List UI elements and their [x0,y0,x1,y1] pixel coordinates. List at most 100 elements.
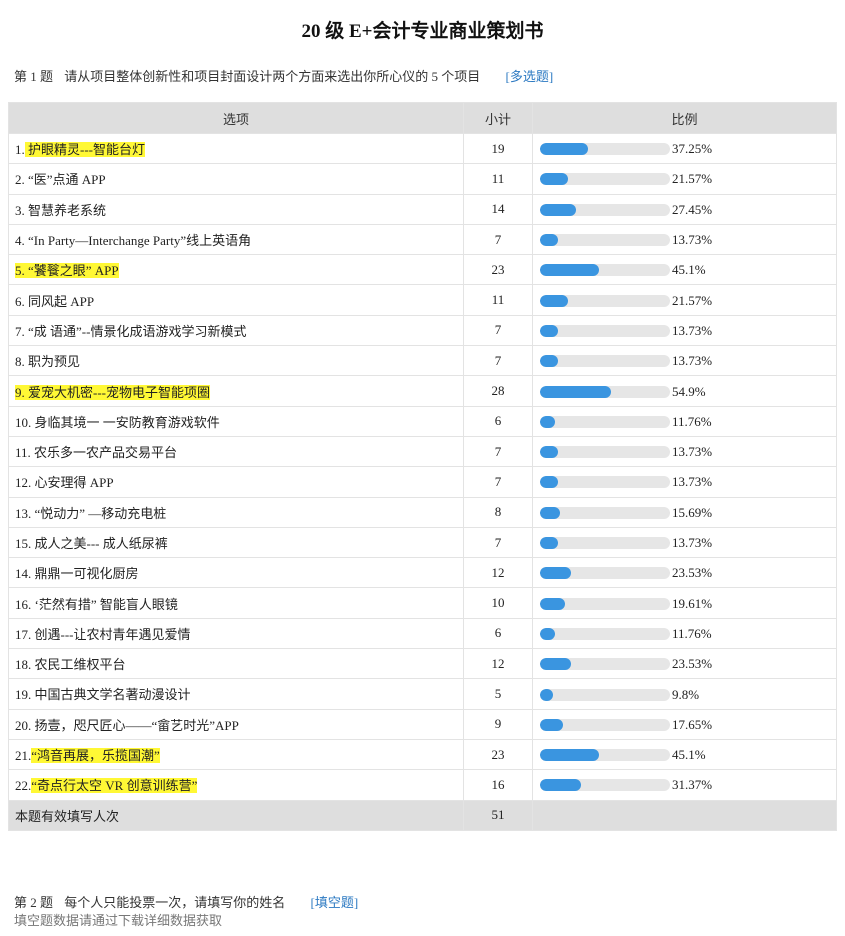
count-cell: 23 [463,738,533,771]
ratio-percent: 37.25% [672,141,713,157]
question-text: 每个人只能投票一次，请填写你的姓名 [64,895,286,910]
ratio-bar-fill [540,749,599,762]
option-cell: 11. 农乐多一农产品交易平台 [8,435,464,468]
ratio-percent: 13.73% [672,444,713,460]
ratio-cell: 9.8% [532,678,837,710]
table-row: 5. “饕餮之眼” APP 23 45.1% [8,254,837,286]
ratio-cell: 11.76% [532,617,837,650]
table-row: 13. “悦动力” —移动充电桩 8 15.69% [8,496,837,528]
table-row: 7. “成 语通”--情景化成语游戏学习新模式 7 13.73% [8,314,837,347]
ratio-bar [540,537,670,550]
ratio-bar [540,688,670,701]
ratio-cell: 23.53% [532,648,837,680]
option-cell: 22.“奇点行太空 VR 创意训练营” [8,769,464,801]
page-title: 20 级 E+会计专业商业策划书 [301,21,544,42]
ratio-cell: 21.57% [532,284,837,316]
ratio-cell: 54.9% [532,375,837,407]
table-row: 15. 成人之美--- 成人纸尿裤 7 13.73% [8,526,837,559]
ratio-cell: 13.73% [532,466,837,498]
ratio-percent: 19.61% [672,595,713,611]
table-row: 4. “In Party—Interchange Party”线上英语角 7 13.… [8,223,837,256]
ratio-cell: 27.45% [532,193,837,225]
count-cell: 14 [463,193,533,225]
table-row: 3. 智慧养老系统 14 27.45% [8,193,837,225]
count-cell: 9 [463,708,533,740]
option-label: 护眼精灵---智能台灯 [24,142,145,158]
option-label: 14. 鼎鼎一可视化厨房 [15,566,139,582]
fill-in-note: 填空题数据请通过下载详细数据获取 [14,913,223,928]
option-cell: 15. 成人之美--- 成人纸尿裤 [8,526,464,559]
option-number: 1. [15,142,25,158]
ratio-bar-fill [540,143,589,156]
ratio-bar [540,627,670,640]
count-cell: 7 [463,435,533,468]
ratio-bar [540,324,670,337]
option-number: 21. [15,748,32,764]
ratio-percent: 13.73% [672,535,713,551]
ratio-cell: 13.73% [532,345,837,377]
table-row: 8. 职为预见 7 13.73% [8,345,837,377]
ratio-bar-fill [540,385,612,398]
ratio-bar [540,294,670,307]
option-cell: 18. 农民工维权平台 [8,648,464,680]
question-2-header: 第 2 题 每个人只能投票一次，请填写你的姓名 [填空题] [14,892,358,911]
ratio-cell: 45.1% [532,254,837,286]
total-empty-cell [532,799,837,831]
option-number: 22. [15,778,32,794]
ratio-bar [540,658,670,671]
option-cell: 5. “饕餮之眼” APP [8,254,464,286]
ratio-cell: 31.37% [532,769,837,801]
ratio-percent: 13.73% [672,232,713,248]
option-label: 11. 农乐多一农产品交易平台 [15,445,178,461]
header-option: 选项 [8,102,464,134]
option-label: 12. 心安理得 APP [15,475,114,491]
count-cell: 7 [463,223,533,256]
count-cell: 7 [463,526,533,559]
ratio-bar [540,749,670,762]
ratio-cell: 19.61% [532,587,837,619]
count-cell: 5 [463,678,533,710]
table-row: 16. ‘茫然有措” 智能盲人眼镜 10 19.61% [8,587,837,619]
ratio-bar-fill [540,173,569,186]
ratio-bar [540,779,670,792]
ratio-bar-fill [540,658,571,671]
ratio-percent: 21.57% [672,171,713,187]
ratio-percent: 13.73% [672,353,713,369]
option-label: “奇点行太空 VR 创意训练营” [31,778,198,794]
option-label: 13. “悦动力” —移动充电桩 [15,505,167,521]
ratio-bar-fill [540,506,561,519]
ratio-bar-fill [540,597,566,610]
option-label: “鸿音再展，乐揽国潮” [31,748,160,764]
option-cell: 2. “医”点通 APP [8,163,464,195]
ratio-bar [540,446,670,459]
option-cell: 10. 身临其境一 一安防教育游戏软件 [8,405,464,437]
option-cell: 3. 智慧养老系统 [8,193,464,225]
count-cell: 7 [463,314,533,347]
ratio-percent: 31.37% [672,777,713,793]
option-label: 16. ‘茫然有措” 智能盲人眼镜 [15,596,178,612]
count-cell: 7 [463,345,533,377]
option-label: 10. 身临其境一 一安防教育游戏软件 [15,414,220,430]
option-cell: 1. 护眼精灵---智能台灯 [8,132,464,165]
ratio-percent: 21.57% [672,292,713,308]
table-row: 18. 农民工维权平台 12 23.53% [8,648,837,680]
ratio-cell: 11.76% [532,405,837,437]
table-row: 14. 鼎鼎一可视化厨房 12 23.53% [8,557,837,589]
table-row: 11. 农乐多一农产品交易平台 7 13.73% [8,435,837,468]
ratio-bar-fill [540,203,576,216]
count-cell: 23 [463,254,533,286]
count-cell: 12 [463,557,533,589]
ratio-bar-fill [540,415,556,428]
ratio-cell: 37.25% [532,132,837,165]
ratio-bar-fill [540,537,558,550]
count-cell: 19 [463,132,533,165]
option-label: 9. 爱宠大机密---宠物电子智能项圈 [15,384,210,400]
total-count: 51 [463,799,533,831]
ratio-cell: 15.69% [532,496,837,528]
ratio-cell: 13.73% [532,314,837,347]
table-row: 2. “医”点通 APP 11 21.57% [8,163,837,195]
option-cell: 7. “成 语通”--情景化成语游戏学习新模式 [8,314,464,347]
count-cell: 11 [463,163,533,195]
ratio-bar [540,143,670,156]
table-row: 10. 身临其境一 一安防教育游戏软件 6 11.76% [8,405,837,437]
